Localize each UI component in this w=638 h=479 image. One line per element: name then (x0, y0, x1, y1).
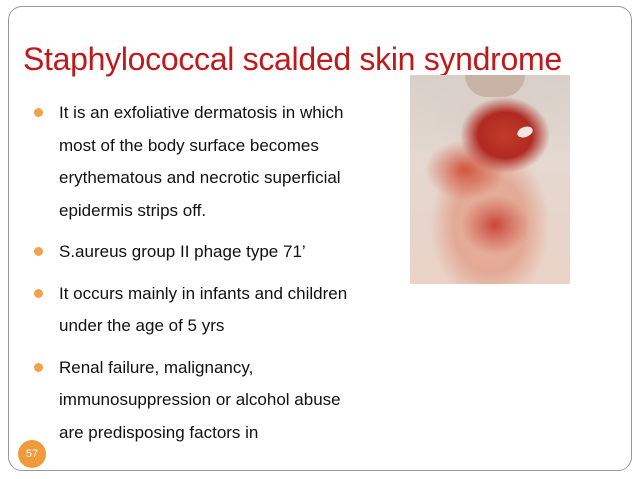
bullet-dot-icon (34, 247, 43, 256)
slide-number-badge: 57 (18, 440, 46, 468)
bullet-item: It is an exfoliative dermatosis in which… (31, 97, 361, 227)
slide-title: Staphylococcal scalded skin syndrome (23, 41, 562, 77)
bullet-text: It is an exfoliative dermatosis in which… (59, 103, 344, 220)
bullet-text: S.aureus group II phage type 71’ (59, 242, 306, 261)
photo-mouth-shape (515, 124, 535, 140)
bullet-dot-icon (34, 362, 43, 372)
bullet-dot-icon (34, 288, 43, 298)
infant-photo (410, 75, 570, 284)
bullet-list: It is an exfoliative dermatosis in which… (31, 97, 361, 458)
bullet-item: It occurs mainly in infants and children… (31, 278, 361, 343)
bullet-text: It occurs mainly in infants and children… (59, 283, 348, 336)
bullet-item: S.aureus group II phage type 71’ (31, 236, 361, 269)
bullet-text: Renal failure, malignancy, immunosuppres… (59, 357, 341, 442)
bullet-dot-icon (34, 108, 43, 117)
slide-frame: Staphylococcal scalded skin syndrome It … (8, 6, 632, 471)
photo-hair-shape (465, 75, 525, 97)
bullet-item: Renal failure, malignancy, immunosuppres… (31, 352, 361, 450)
